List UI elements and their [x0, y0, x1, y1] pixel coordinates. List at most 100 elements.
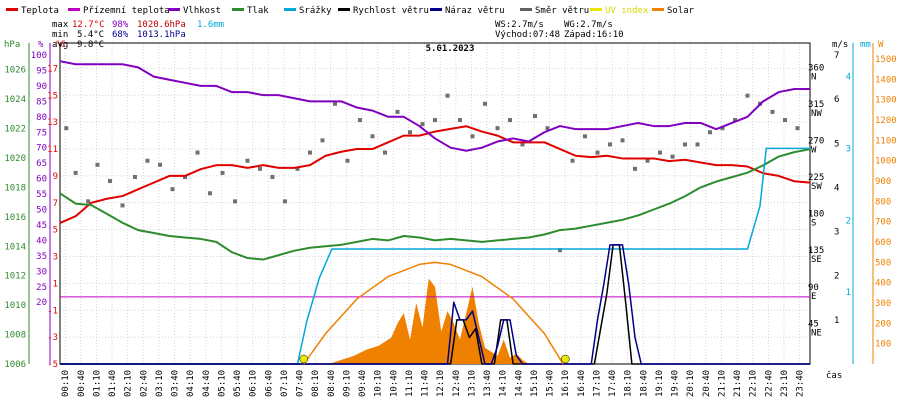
temperature-tick-4: 9 [53, 172, 58, 182]
stat-min-press: 1013.1hPa [137, 30, 186, 40]
x-tick-29: 14:40 [514, 370, 524, 397]
x-tick-12: 06:10 [249, 370, 259, 397]
wind-dir-point [745, 93, 750, 98]
x-tick-9: 04:40 [202, 370, 212, 397]
x-tick-2: 01:10 [92, 370, 102, 397]
rain-tick-2: 2 [846, 216, 851, 226]
wind-dir-label-3: SW [811, 182, 822, 192]
x-tick-35: 17:40 [608, 370, 618, 397]
x-tick-16: 08:10 [311, 370, 321, 397]
wind-dir-point [395, 109, 400, 114]
wind-dir-point [670, 154, 675, 159]
solar-tick-0: 1500 [875, 55, 897, 65]
wind-dir-point [383, 150, 387, 155]
wind-dir-point [408, 130, 412, 135]
pressure-tick-4: 1018 [4, 183, 26, 193]
x-tick-6: 03:10 [155, 370, 165, 397]
wind-dir-point [133, 174, 137, 179]
wind-dir-tick-5: 135 [808, 246, 824, 256]
legend-swatch-6 [430, 8, 442, 11]
pressure-tick-7: 1012 [4, 272, 26, 282]
x-tick-33: 16:40 [577, 370, 587, 397]
series-line-3 [60, 147, 810, 365]
solar-tick-10: 500 [875, 258, 891, 268]
x-tick-47: 23:40 [796, 370, 806, 397]
pressure-tick-0: 1026 [4, 66, 26, 76]
wind-dir-point [233, 199, 237, 204]
wind-speed-tick-0: 7 [834, 51, 839, 61]
wind-dir-point [658, 150, 662, 155]
legend-swatch-0 [6, 8, 18, 11]
series-line-5 [60, 244, 810, 365]
wind-dir-point [720, 126, 725, 131]
legend-swatch-2 [168, 8, 180, 11]
pressure-tick-10: 1006 [4, 360, 26, 370]
pressure-tick-1: 1024 [4, 95, 26, 105]
wind-dir-point [345, 158, 350, 163]
solar-tick-8: 700 [875, 218, 891, 228]
wind-dir-point [508, 118, 512, 123]
wind-dir-point [358, 118, 362, 123]
wind-dir-point [545, 126, 550, 131]
temperature-tick-6: 5 [53, 226, 58, 236]
solar-tick-3: 1200 [875, 116, 897, 126]
x-tick-11: 05:40 [233, 370, 243, 397]
wind-speed-tick-1: 6 [834, 95, 839, 105]
x-tick-14: 07:10 [280, 370, 290, 397]
wind-dir-label-7: NE [811, 328, 822, 338]
wind-dir-label-5: SE [811, 255, 822, 265]
wind-speed-tick-3: 4 [834, 183, 839, 193]
wind-speed-tick-2: 5 [834, 139, 839, 149]
wind-dir-point [770, 109, 775, 114]
series-line-2 [59, 148, 811, 261]
humidity-tick-10: 50 [36, 206, 47, 216]
wind-dir-point [258, 166, 262, 171]
legend-label-0: Teplota [21, 6, 59, 16]
solar-tick-9: 600 [875, 238, 891, 248]
wind-dir-point [520, 142, 525, 147]
x-tick-36: 18:10 [624, 370, 634, 397]
stat-max-label: max [52, 20, 69, 30]
humidity-tick-14: 30 [36, 267, 47, 277]
wind-dir-tick-7: 45 [808, 319, 819, 329]
wind-dir-label-0: N [811, 72, 816, 82]
pressure-tick-6: 1014 [4, 242, 26, 252]
rain-unit: mm [860, 40, 871, 50]
wind-dir-point [120, 203, 125, 208]
humidity-tick-15: 25 [36, 283, 47, 293]
wind-dir-point [558, 248, 562, 253]
wind-dir-point [333, 101, 337, 106]
wind-dir-point [295, 166, 300, 171]
legend-label-2: Vlhkost [183, 6, 221, 16]
wind-dir-point [145, 158, 150, 163]
wind-dir-point [445, 93, 450, 98]
x-tick-32: 16:10 [561, 370, 571, 397]
humidity-tick-13: 35 [36, 252, 47, 262]
temperature-unit: °C [55, 40, 66, 50]
wind-dir-tick-0: 360 [808, 63, 824, 73]
series-line-6 [303, 261, 564, 365]
x-tick-26: 13:10 [467, 370, 477, 397]
solar-tick-4: 1100 [875, 136, 897, 146]
temperature-tick-9: -1 [47, 306, 58, 316]
x-tick-3: 01:40 [108, 370, 118, 397]
x-tick-42: 21:10 [717, 370, 727, 397]
wind-dir-point [783, 118, 787, 123]
stat-max-rain: 1.6mm [197, 20, 224, 30]
temperature-tick-0: 17 [47, 64, 58, 74]
wind-dir-point [470, 134, 475, 139]
wind-dir-point [458, 118, 462, 123]
wind-dir-point [608, 142, 612, 147]
wind-info-block: WS:2.7m/s WG:2.7m/s Východ:07:48 Západ:1… [495, 20, 624, 40]
x-axis-label: čas [826, 370, 842, 381]
x-tick-23: 11:40 [421, 370, 431, 397]
wind-dir-point [708, 130, 712, 135]
humidity-unit: % [38, 40, 44, 50]
pressure-tick-3: 1020 [4, 154, 26, 164]
x-tick-19: 09:40 [358, 370, 368, 397]
wind-speed-tick-4: 3 [834, 228, 839, 238]
stat-min-hum: 68% [112, 30, 129, 40]
x-tick-15: 07:40 [296, 370, 306, 397]
wind-dir-point [308, 150, 312, 155]
stats-block: max 12.7°C 98% 1020.6hPa 1.6mm min 5.4°C… [52, 20, 224, 50]
